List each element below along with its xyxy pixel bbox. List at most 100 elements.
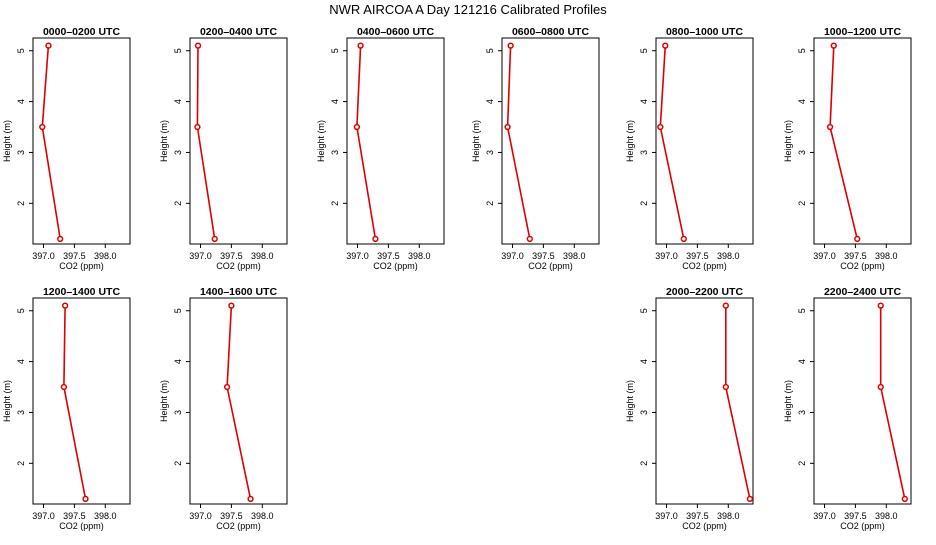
y-tick-label: 4 [173, 99, 183, 104]
y-tick-label: 5 [797, 48, 807, 53]
y-tick-label: 5 [16, 308, 26, 313]
x-tick-label: 397.0 [189, 251, 212, 261]
x-tick-label: 397.0 [655, 251, 678, 261]
plot-frame [655, 37, 754, 245]
data-point [662, 42, 669, 49]
x-tick-label: 397.5 [532, 251, 555, 261]
x-axis-label: CO2 (ppm) [216, 261, 261, 271]
x-axis-label: CO2 (ppm) [682, 521, 727, 531]
x-axis-label: CO2 (ppm) [840, 261, 885, 271]
x-tick-label: 398.0 [875, 511, 898, 521]
x-tick-label: 397.0 [32, 511, 55, 521]
y-tick-label: 2 [797, 461, 807, 466]
y-tick-label: 3 [16, 410, 26, 415]
y-tick-label: 4 [16, 99, 26, 104]
y-tick-label: 4 [639, 359, 649, 364]
data-point [194, 42, 202, 49]
data-point [877, 383, 884, 391]
plot-frame [501, 37, 600, 245]
x-tick-label: 397.5 [220, 511, 243, 521]
x-tick-label: 397.0 [32, 251, 55, 261]
y-tick-label: 3 [173, 410, 183, 415]
y-tick-label: 3 [173, 150, 183, 155]
profile-line [506, 45, 531, 240]
y-tick-label: 3 [797, 150, 807, 155]
y-axis-label: Height (m) [625, 380, 635, 422]
data-point [826, 123, 834, 131]
y-tick-label: 5 [330, 48, 340, 53]
y-tick-label: 2 [639, 461, 649, 466]
panel-title: 1200–1400 UTC [43, 286, 120, 298]
y-tick-label: 5 [16, 48, 26, 53]
data-point [372, 235, 379, 243]
data-point [39, 123, 46, 131]
y-tick-label: 4 [173, 359, 183, 364]
x-tick-label: 398.0 [251, 511, 274, 521]
profile-line [356, 45, 377, 240]
panel-title: 0000–0200 UTC [43, 26, 120, 38]
y-axis-label: Height (m) [159, 120, 169, 162]
y-tick-label: 2 [173, 461, 183, 466]
x-tick-label: 398.0 [408, 251, 431, 261]
y-tick-label: 4 [639, 99, 649, 104]
data-point [223, 383, 231, 391]
x-tick-label: 398.0 [717, 251, 740, 261]
x-tick-label: 398.0 [251, 251, 274, 261]
y-tick-label: 4 [797, 359, 807, 364]
x-tick-label: 397.5 [63, 251, 86, 261]
x-tick-label: 397.0 [189, 511, 212, 521]
panel-title: 1000–1200 UTC [824, 26, 901, 38]
x-tick-label: 397.0 [813, 511, 836, 521]
panel-title: 1400–1600 UTC [200, 286, 277, 298]
data-point [57, 235, 64, 243]
x-axis-label: CO2 (ppm) [528, 261, 573, 271]
profile-line [41, 45, 61, 240]
y-tick-label: 2 [639, 201, 649, 206]
data-point [82, 495, 89, 503]
y-tick-label: 5 [485, 48, 495, 53]
y-tick-label: 2 [173, 201, 183, 206]
x-tick-label: 397.0 [813, 251, 836, 261]
data-point [680, 235, 687, 243]
y-axis-label: Height (m) [159, 380, 169, 422]
panel-title: 0800–1000 UTC [666, 26, 743, 38]
y-tick-label: 4 [330, 99, 340, 104]
panel-title: 0600–0800 UTC [512, 26, 589, 38]
y-tick-label: 3 [485, 150, 495, 155]
y-axis-label: Height (m) [625, 120, 635, 162]
y-tick-label: 4 [797, 99, 807, 104]
panel-title: 0200–0400 UTC [200, 26, 277, 38]
data-point [854, 235, 861, 243]
y-tick-label: 5 [797, 308, 807, 313]
data-point [61, 302, 69, 309]
x-axis-label: CO2 (ppm) [840, 521, 885, 531]
data-point [45, 42, 52, 49]
y-tick-label: 4 [16, 359, 26, 364]
plot-frame [189, 297, 288, 505]
y-axis-label: Height (m) [783, 380, 793, 422]
x-tick-label: 398.0 [94, 511, 117, 521]
profile-line [879, 305, 906, 500]
data-point [722, 383, 729, 391]
data-point [657, 123, 664, 131]
y-tick-label: 2 [485, 201, 495, 206]
y-axis-label: Height (m) [783, 120, 793, 162]
x-tick-label: 398.0 [717, 511, 740, 521]
x-tick-label: 397.5 [686, 511, 709, 521]
y-tick-label: 4 [485, 99, 495, 104]
panel-title: 2000–2200 UTC [666, 286, 743, 298]
x-tick-label: 398.0 [875, 251, 898, 261]
y-tick-label: 3 [797, 410, 807, 415]
data-point [504, 123, 511, 131]
x-tick-label: 398.0 [563, 251, 586, 261]
x-axis-label: CO2 (ppm) [59, 261, 104, 271]
